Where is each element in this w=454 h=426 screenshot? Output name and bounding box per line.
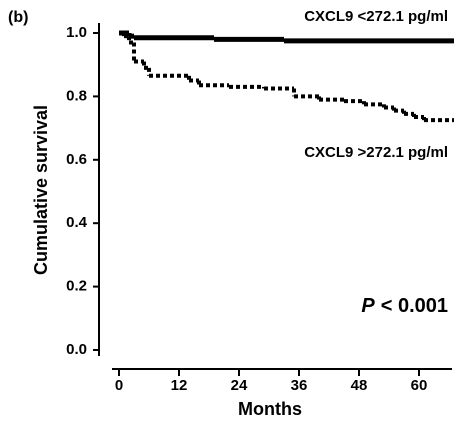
y-tick-label: 0.0 bbox=[66, 341, 87, 358]
x-tick-label: 0 bbox=[115, 377, 123, 394]
x-tick-label: 60 bbox=[411, 377, 428, 394]
y-tick-label: 0.6 bbox=[66, 151, 87, 168]
x-tick-label: 36 bbox=[291, 377, 308, 394]
y-axis-label: Cumulative survival bbox=[31, 105, 51, 275]
series-label: CXCL9 >272.1 pg/ml bbox=[304, 144, 448, 161]
y-tick-label: 0.4 bbox=[66, 214, 88, 231]
p-symbol: P bbox=[361, 295, 375, 317]
p-value: P < 0.001 bbox=[361, 295, 448, 317]
x-axis-label: Months bbox=[238, 399, 302, 419]
y-tick-label: 0.2 bbox=[66, 278, 87, 295]
x-tick-label: 12 bbox=[171, 377, 188, 394]
y-tick-label: 1.0 bbox=[66, 24, 87, 41]
panel-label: (b) bbox=[8, 9, 28, 26]
series-label: CXCL9 <272.1 pg/ml bbox=[304, 8, 448, 25]
y-tick-label: 0.8 bbox=[66, 87, 87, 104]
x-tick-label: 24 bbox=[231, 377, 248, 394]
x-tick-label: 48 bbox=[351, 377, 368, 394]
p-text: < 0.001 bbox=[381, 295, 448, 317]
